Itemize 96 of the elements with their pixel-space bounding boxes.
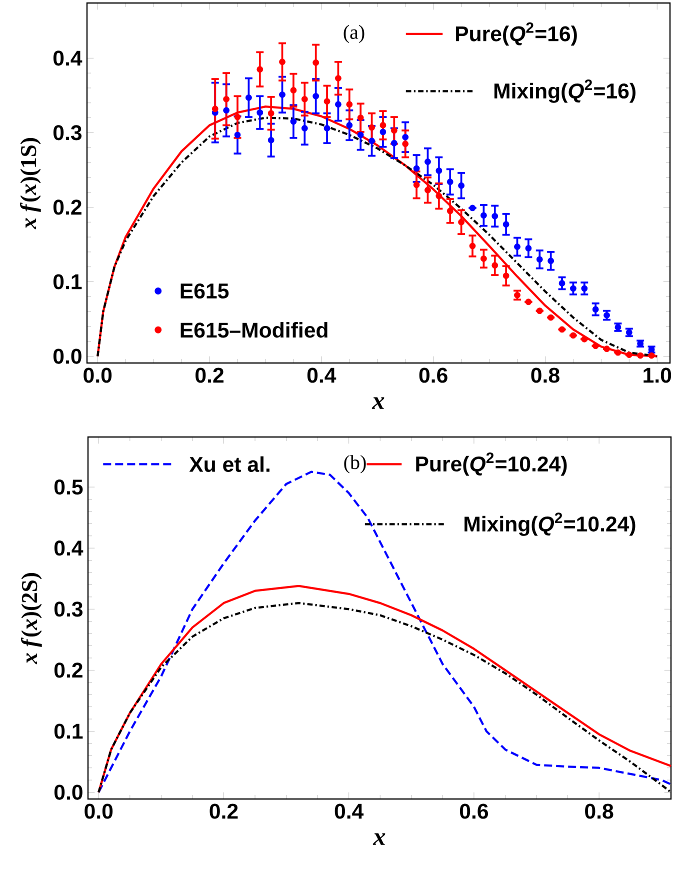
point <box>380 122 386 128</box>
x-tick-label: 0.0 <box>84 368 112 383</box>
point <box>324 98 330 105</box>
point <box>279 58 286 66</box>
point <box>570 332 576 339</box>
point <box>581 336 588 342</box>
point <box>525 298 532 306</box>
point <box>592 342 599 350</box>
point <box>458 182 465 189</box>
x-tick-label: 0.8 <box>531 368 560 383</box>
point <box>558 326 566 333</box>
point <box>570 285 576 292</box>
point <box>536 256 543 263</box>
point <box>458 218 465 226</box>
point <box>536 308 543 314</box>
y-tick-label: 0.5 <box>54 480 83 495</box>
point <box>614 349 622 356</box>
point <box>301 96 308 102</box>
y-tick-label: 0.0 <box>53 348 82 364</box>
point <box>290 118 297 125</box>
x-axis-title: x <box>372 397 384 409</box>
point <box>223 107 230 114</box>
x-tick-label: 0.4 <box>307 368 336 383</box>
y-tick-label: 0.3 <box>54 602 83 617</box>
legend-label: Pure(Q$^{2}$=10.24) <box>416 452 567 476</box>
legend-label: Mixing(Q$^{2}$=16) <box>494 80 636 103</box>
point <box>604 312 610 318</box>
point <box>346 122 353 128</box>
point <box>335 101 342 108</box>
point <box>492 262 498 269</box>
x-tick-label: 0.2 <box>210 804 238 819</box>
point <box>558 280 566 286</box>
point <box>424 186 431 194</box>
point <box>581 285 588 292</box>
x-tick-label: 0.2 <box>196 368 224 383</box>
point <box>436 167 442 174</box>
point <box>346 101 353 108</box>
y-tick-label: 0.2 <box>53 200 82 215</box>
legend-label: E615–Modified <box>180 322 328 338</box>
annotation: (a) <box>344 24 364 44</box>
point <box>592 306 599 313</box>
point <box>402 134 409 140</box>
point <box>436 192 442 200</box>
point <box>245 94 252 101</box>
x-tick-label: 0.6 <box>419 368 448 383</box>
x-tick-label: 1.0 <box>644 368 672 383</box>
x-tick-label: 0.0 <box>84 804 113 819</box>
point <box>492 212 498 220</box>
y-tick-label: 0.3 <box>53 125 82 140</box>
point <box>548 258 554 264</box>
point <box>469 242 476 250</box>
y-tick-label: 0.1 <box>53 274 82 290</box>
y-tick-label: 0.4 <box>54 540 84 556</box>
legend-label: Xu et al. <box>189 456 270 472</box>
legend-label: E615 <box>180 283 229 299</box>
annotation: (b) <box>344 455 366 474</box>
point <box>502 272 510 279</box>
point <box>312 92 320 100</box>
point <box>335 75 342 82</box>
point <box>290 86 297 94</box>
point <box>514 244 520 250</box>
point <box>480 255 487 262</box>
point <box>480 212 487 219</box>
y-axis-title: x f(x)(1S) <box>20 138 41 230</box>
point <box>324 125 330 132</box>
x-tick-label: 0.8 <box>585 804 614 819</box>
point <box>380 128 386 136</box>
x-tick-label: 0.4 <box>334 804 364 819</box>
point <box>402 140 409 148</box>
point <box>446 208 454 214</box>
point <box>268 136 274 144</box>
point <box>212 106 218 112</box>
point <box>525 245 532 252</box>
point <box>279 91 286 98</box>
legend-label: Mixing(Q$^{2}$=10.24) <box>464 512 636 536</box>
y-axis-title: x f(x)(2S) <box>21 573 42 664</box>
x-axis-title: x <box>372 833 386 845</box>
point <box>469 204 476 212</box>
point <box>548 314 554 321</box>
point <box>256 109 264 116</box>
point <box>424 158 431 165</box>
point <box>301 125 308 132</box>
point <box>502 221 510 228</box>
y-tick-label: 0.1 <box>54 724 83 739</box>
point <box>223 96 230 102</box>
point <box>312 59 320 66</box>
point <box>514 292 520 298</box>
point <box>446 178 454 186</box>
y-tick-label: 0.4 <box>53 50 82 66</box>
legend-label: Pure(Q$^{2}$=16) <box>456 22 577 46</box>
point <box>268 110 274 117</box>
point <box>604 346 610 352</box>
x-tick-label: 0.6 <box>460 804 488 819</box>
y-tick-label: 0.0 <box>54 784 82 800</box>
point <box>256 66 264 73</box>
y-tick-label: 0.2 <box>54 662 82 678</box>
